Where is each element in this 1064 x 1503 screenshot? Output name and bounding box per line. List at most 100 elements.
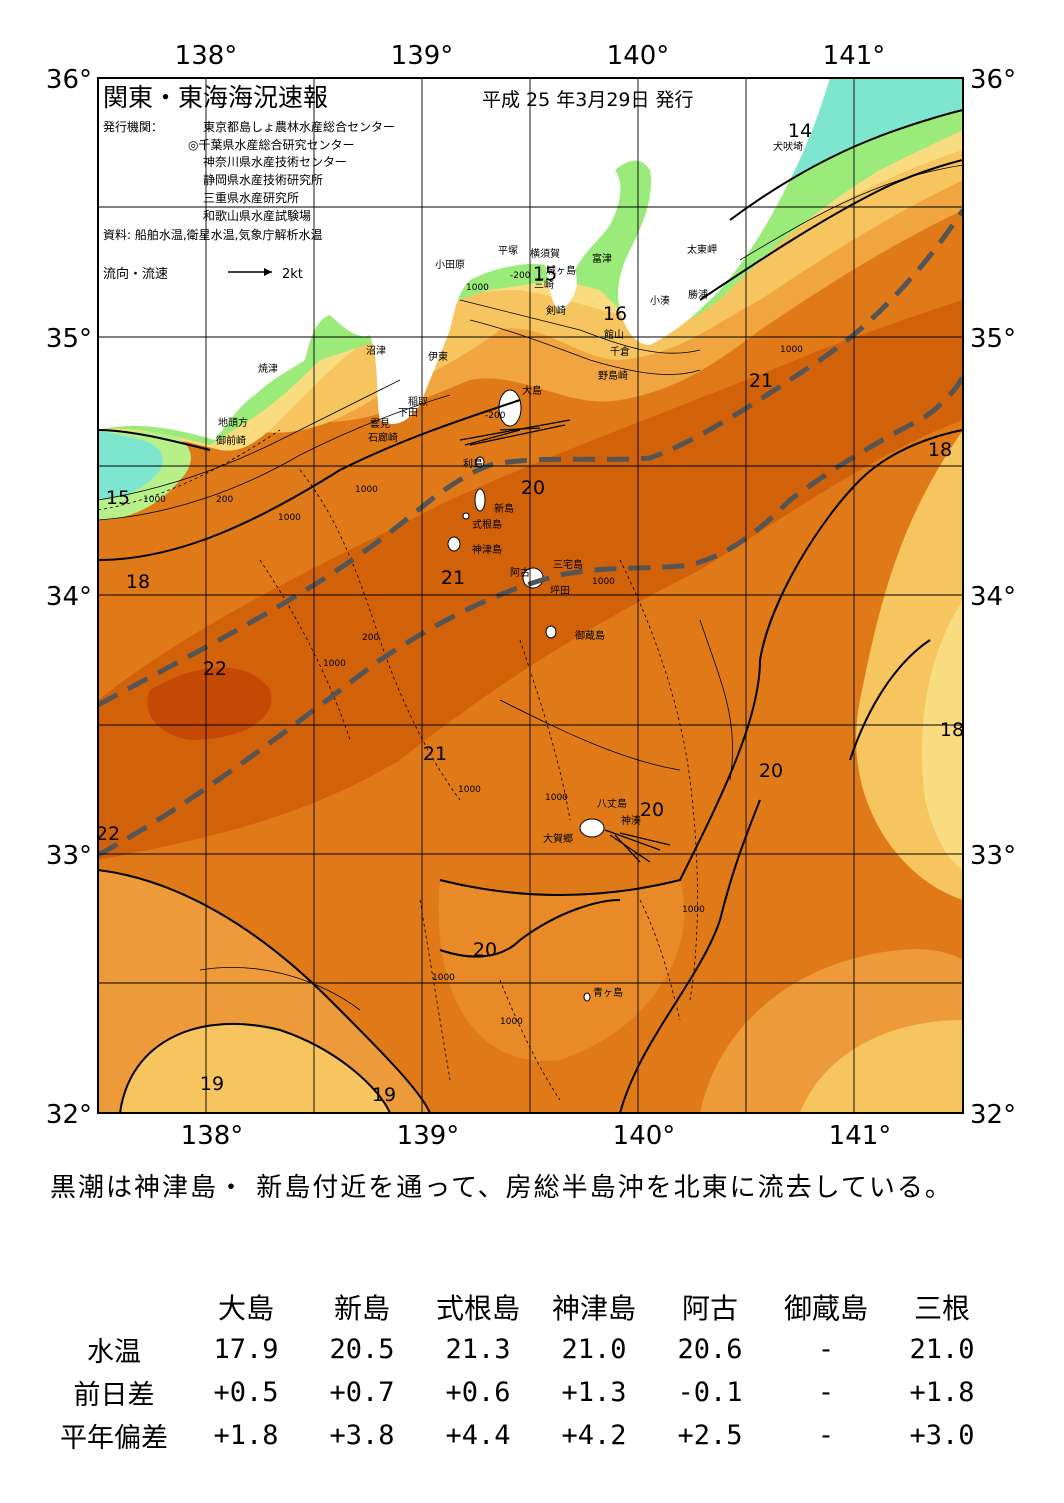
lat-label: 36°	[970, 65, 1016, 95]
place-name: 稲取	[408, 396, 428, 408]
island-kozushima	[447, 536, 461, 552]
row-label: 前日差	[73, 1380, 155, 1411]
station-header: 大島	[217, 1291, 274, 1325]
sea-hot-core	[147, 667, 272, 740]
place-name: 地頭方	[218, 416, 248, 429]
place-name: 横須賀	[530, 247, 560, 260]
map-svg: 138° 139° 140° 141° 138° 139° 140° 141° …	[46, 41, 1016, 1151]
place-name: 野島崎	[598, 369, 628, 382]
table-row: 平年偏差 +1.8 +3.8 +4.4 +4.2 +2.5 - +3.0	[40, 1414, 1000, 1457]
observation-table: 大島 新島 式根島 神津島 阿古 御蔵島 三根 水温 17.9 20.5 21.…	[40, 1285, 1000, 1457]
depth-label: 1000	[466, 283, 489, 293]
depth-label: 200	[362, 633, 379, 643]
lat-labels-right: 36° 35° 34° 33° 32°	[970, 65, 1016, 1130]
place-name: 青ヶ島	[593, 986, 623, 999]
temperature-label: 18	[940, 719, 964, 741]
legend-arrow-head	[264, 268, 272, 276]
lon-label: 140°	[613, 1121, 676, 1151]
place-name: 館山	[604, 328, 624, 341]
place-name: 神湊	[621, 814, 641, 827]
table-cell: -	[817, 1420, 835, 1451]
temperature-label: 19	[372, 1084, 396, 1106]
publisher: 三重県水産研究所	[203, 190, 299, 205]
place-name: 利島	[463, 457, 483, 470]
lon-label: 138°	[181, 1121, 244, 1151]
table-cell: +1.8	[213, 1420, 279, 1451]
depth-label: -200	[510, 271, 531, 281]
temperature-label: 16	[603, 303, 627, 325]
lon-labels-top: 138° 139° 140° 141°	[175, 41, 886, 71]
temperature-label: 20	[759, 760, 783, 782]
lat-label: 32°	[970, 1100, 1016, 1130]
place-name: 剣崎	[546, 304, 566, 317]
table-header-row: 大島 新島 式根島 神津島 阿古 御蔵島 三根	[40, 1285, 1000, 1328]
table-cell: -	[817, 1377, 835, 1408]
depth-label: 1000	[500, 1017, 523, 1027]
publisher-label: 発行機関：	[103, 119, 163, 134]
legend-label: 流向・流速	[103, 266, 168, 282]
issue-date: 平成 25 年3月29日 発行	[482, 89, 694, 111]
table-cell: -	[817, 1334, 835, 1365]
table-cell: 21.3	[445, 1334, 511, 1365]
depth-label: -200	[485, 411, 506, 421]
lat-label: 32°	[46, 1100, 92, 1130]
depth-label: 1000	[278, 513, 301, 523]
station-header: 式根島	[435, 1291, 520, 1325]
temperature-label: 20	[640, 799, 664, 821]
temperature-label: 18	[126, 571, 150, 593]
summary-text: 黒潮は神津島・ 新島付近を通って、房総半島沖を北東に流去している。	[50, 1173, 953, 1203]
sea-mid-south	[438, 880, 685, 1061]
depth-label: 1000	[432, 973, 455, 983]
depth-label: 1000	[323, 659, 346, 669]
place-name: 犬吠埼	[773, 140, 803, 153]
place-name: 御前崎	[216, 434, 246, 447]
station-header: 新島	[333, 1291, 390, 1325]
table-cell: 17.9	[213, 1334, 279, 1365]
lat-label: 35°	[46, 324, 92, 354]
sea-cool-southeast	[800, 1020, 963, 1113]
temperature-label: 15	[106, 487, 130, 509]
table-cell: +0.7	[329, 1377, 395, 1408]
kuroshio-axis	[98, 208, 963, 858]
temperature-label: 21	[423, 743, 447, 765]
table-cell: +3.0	[909, 1420, 975, 1451]
island-niijima	[474, 488, 486, 512]
table-cell: +3.8	[329, 1420, 395, 1451]
place-name: 平塚	[498, 245, 518, 257]
map-frame	[97, 77, 964, 1114]
publisher-list: 東京都島しょ農林水産総合センター ◎千葉県水産総合研究センター 神奈川県水産技術…	[188, 119, 395, 223]
temperature-label: 19	[200, 1073, 224, 1095]
table-cell: -0.1	[677, 1377, 743, 1408]
table-corner	[40, 1285, 188, 1328]
temperature-labels: 14 15 16 15 18 18 18 19 19 20 20 20 20 2…	[96, 120, 964, 1106]
map-title: 関東・東海海況速報	[103, 83, 328, 112]
lat-label: 33°	[46, 841, 92, 871]
place-name: 焼津	[258, 363, 278, 375]
sea-condition-map: 138° 139° 140° 141° 138° 139° 140° 141° …	[46, 41, 1016, 1151]
depth-label: 1000	[780, 345, 803, 355]
row-label: 平年偏差	[60, 1423, 168, 1454]
publisher: ◎千葉県水産総合研究センター	[188, 137, 354, 152]
table-row: 前日差 +0.5 +0.7 +0.6 +1.3 -0.1 - +1.8	[40, 1371, 1000, 1414]
place-name: 小田原	[435, 259, 465, 271]
temperature-label: 20	[521, 477, 545, 499]
lon-label: 141°	[823, 41, 886, 71]
place-name: 城ヶ島	[546, 264, 576, 277]
lon-label: 139°	[397, 1121, 460, 1151]
lat-labels-left: 36° 35° 34° 33° 32°	[46, 65, 92, 1130]
place-name: 大島	[522, 384, 542, 397]
depth-label: 1000	[458, 785, 481, 795]
place-name: 三崎	[534, 278, 554, 291]
temperature-label: 21	[749, 370, 773, 392]
table-cell: +2.5	[677, 1420, 743, 1451]
depth-label: 1000	[143, 495, 166, 505]
table-cell: +4.2	[561, 1420, 627, 1451]
temperature-label: 20	[473, 939, 497, 961]
depth-label: 1000	[592, 577, 615, 587]
lat-label: 34°	[970, 582, 1016, 612]
station-header: 神津島	[551, 1291, 636, 1325]
place-name: 沼津	[366, 344, 386, 357]
thin-isotherms	[98, 164, 963, 1011]
lat-label: 34°	[46, 582, 92, 612]
temperature-label: 14	[788, 120, 812, 142]
